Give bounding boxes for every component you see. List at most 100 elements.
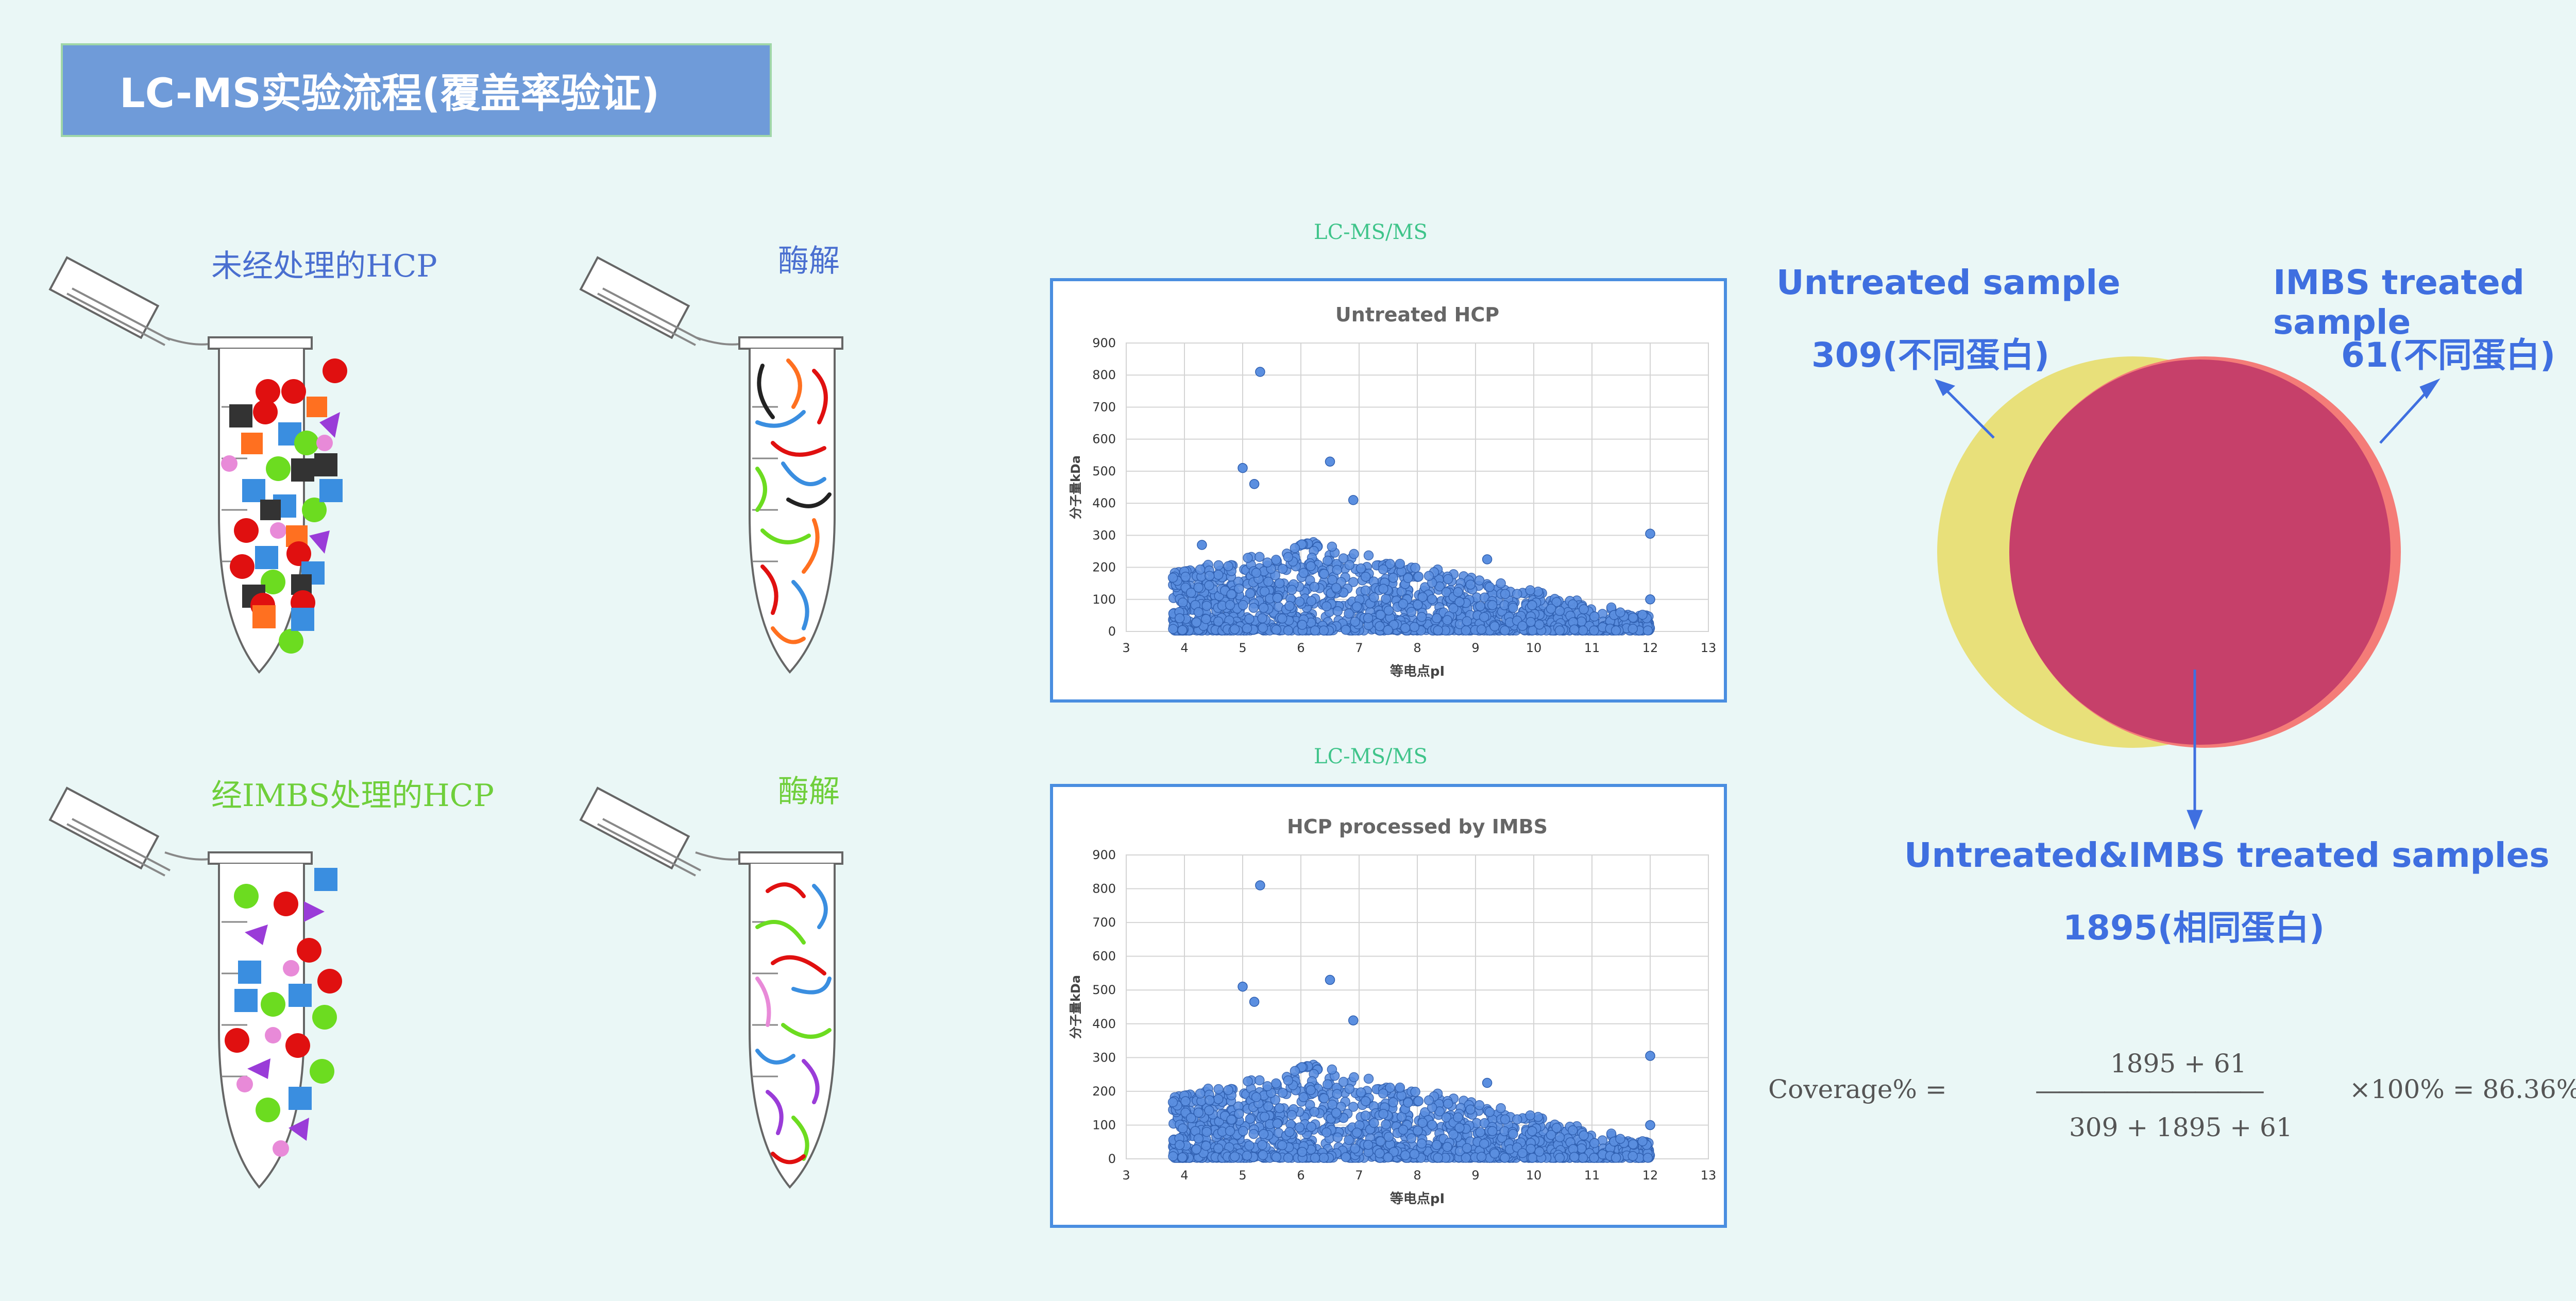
data-point bbox=[1348, 1015, 1359, 1025]
data-point bbox=[1306, 561, 1316, 572]
data-point bbox=[1225, 1126, 1235, 1136]
venn-left-title: Untreated sample bbox=[1776, 263, 2121, 302]
data-point bbox=[1448, 1129, 1459, 1140]
data-point bbox=[1378, 584, 1388, 594]
data-point bbox=[1195, 564, 1206, 575]
data-point bbox=[1213, 616, 1224, 627]
data-point bbox=[1474, 575, 1485, 586]
data-point bbox=[1487, 600, 1498, 610]
data-point bbox=[1332, 606, 1343, 617]
data-point bbox=[1274, 1103, 1285, 1114]
data-point bbox=[1318, 1153, 1329, 1163]
data-point bbox=[1327, 1064, 1337, 1075]
chart-imbs-frame: HCP processed by IMBS 3 4 5 6 7 8 9 10 11 12 13 0 100… bbox=[1050, 784, 1727, 1228]
x-tick-label: 6 bbox=[1297, 641, 1304, 655]
data-point bbox=[1517, 1148, 1528, 1158]
data-point bbox=[1306, 1085, 1316, 1095]
data-point bbox=[1378, 564, 1388, 575]
data-point bbox=[1167, 1097, 1178, 1107]
venn-overlap bbox=[2009, 360, 2391, 745]
y-tick-label: 500 bbox=[1092, 464, 1116, 478]
formula-denominator: 309 + 1895 + 61 bbox=[2069, 1112, 2293, 1142]
tube-digested-treated bbox=[580, 787, 843, 1189]
data-point bbox=[1290, 1066, 1300, 1076]
x-tick-label: 4 bbox=[1180, 641, 1188, 655]
data-point bbox=[1383, 625, 1393, 636]
data-point bbox=[1381, 593, 1391, 604]
data-point bbox=[1413, 1096, 1424, 1106]
data-point bbox=[1191, 1144, 1202, 1155]
data-point bbox=[1277, 1088, 1288, 1098]
data-point bbox=[1245, 588, 1256, 599]
data-point bbox=[1589, 1153, 1599, 1163]
y-tick-label: 400 bbox=[1092, 496, 1116, 510]
data-point bbox=[1174, 1140, 1185, 1150]
data-point bbox=[1479, 612, 1489, 622]
data-point bbox=[1369, 1118, 1379, 1128]
data-point bbox=[1213, 1084, 1224, 1094]
data-point bbox=[1385, 559, 1395, 569]
data-point bbox=[1525, 1110, 1535, 1121]
data-point bbox=[1205, 571, 1215, 581]
data-point bbox=[1416, 1138, 1427, 1149]
data-point bbox=[1645, 528, 1655, 539]
x-tick-label: 13 bbox=[1701, 641, 1717, 655]
data-point bbox=[1554, 1132, 1565, 1142]
data-point bbox=[1406, 607, 1417, 617]
data-point bbox=[1257, 1140, 1267, 1150]
x-tick-label: 8 bbox=[1413, 1168, 1421, 1183]
y-tick-label: 900 bbox=[1092, 848, 1116, 862]
data-point bbox=[1327, 541, 1337, 552]
y-tick-label: 100 bbox=[1092, 592, 1116, 607]
data-point bbox=[1274, 578, 1285, 589]
data-point bbox=[1363, 1139, 1374, 1150]
data-point bbox=[1442, 615, 1452, 625]
x-tick-label: 10 bbox=[1526, 1168, 1542, 1183]
data-point bbox=[1341, 1152, 1351, 1162]
data-point bbox=[1508, 1128, 1518, 1139]
data-point bbox=[1325, 974, 1335, 985]
data-point bbox=[1191, 617, 1202, 628]
tube-treated bbox=[49, 787, 342, 1189]
data-point bbox=[1628, 1139, 1638, 1150]
data-point bbox=[1383, 1152, 1393, 1162]
data-point bbox=[1484, 1107, 1495, 1117]
data-point bbox=[1318, 625, 1329, 636]
data-point bbox=[1251, 568, 1262, 578]
data-point bbox=[1546, 1129, 1556, 1140]
data-point bbox=[1500, 1153, 1510, 1163]
data-point bbox=[1413, 600, 1423, 610]
x-tick-label: 8 bbox=[1413, 641, 1421, 655]
data-point bbox=[1283, 1153, 1294, 1163]
data-point bbox=[1350, 1143, 1360, 1154]
x-tick-label: 3 bbox=[1122, 1168, 1130, 1183]
data-point bbox=[1332, 1132, 1343, 1143]
x-tick-label: 10 bbox=[1526, 641, 1542, 655]
data-point bbox=[1321, 1127, 1332, 1138]
data-point bbox=[1283, 1075, 1293, 1086]
data-point bbox=[1177, 597, 1188, 608]
data-point bbox=[1283, 552, 1293, 562]
x-tick-label: 12 bbox=[1642, 641, 1658, 655]
data-point bbox=[1465, 579, 1476, 590]
data-point bbox=[1244, 613, 1255, 624]
data-point bbox=[1271, 1078, 1281, 1089]
data-point bbox=[1258, 1129, 1269, 1139]
treated-hcp-label: 经IMBS处理的HCP bbox=[211, 778, 494, 814]
data-point bbox=[1263, 576, 1274, 587]
x-tick-label: 9 bbox=[1471, 641, 1479, 655]
data-point bbox=[1243, 553, 1253, 563]
data-point bbox=[1263, 1101, 1274, 1111]
data-point bbox=[1442, 1142, 1452, 1152]
data-point bbox=[1180, 1096, 1191, 1106]
data-point bbox=[1262, 1081, 1273, 1091]
x-axis-label: 等电点pI bbox=[1390, 1191, 1445, 1207]
data-point bbox=[1258, 1150, 1268, 1160]
data-point bbox=[1350, 617, 1360, 627]
data-point bbox=[1569, 1152, 1580, 1162]
data-point bbox=[1242, 1150, 1252, 1161]
data-point bbox=[1223, 561, 1233, 572]
data-point bbox=[1234, 1108, 1244, 1119]
data-point bbox=[1554, 606, 1565, 616]
data-point bbox=[1454, 596, 1465, 607]
